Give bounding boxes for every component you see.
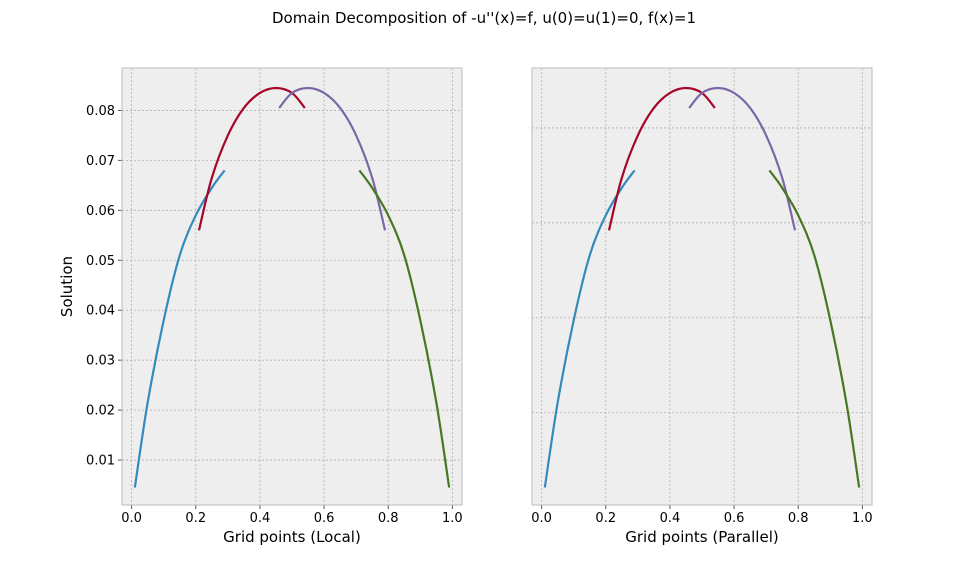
panel2-x-tick-label: 0.6 [724,511,745,526]
panel2-x-tick-label: 0.4 [660,511,681,526]
panel1-y-tick-label: 0.08 [86,104,115,119]
panel2-x-tick-label: 0.8 [788,511,809,526]
panel1-series-line-3 [278,86,387,231]
figure-title: Domain Decomposition of -u''(x)=f, u(0)=… [272,9,696,27]
panel1-y-tick-label: 0.02 [86,404,115,419]
panel1-x-tick-label: 0.4 [250,511,271,526]
panel2-series-line-3 [688,86,797,231]
panel1-y-tick-label: 0.05 [86,254,115,269]
panel1-y-tick-label: 0.06 [86,204,115,219]
panel2-series-line-2 [607,86,716,231]
panel2-series-line-1 [543,169,636,488]
panel1-series-line-1 [133,169,226,488]
panel1-series-line-4 [358,169,451,488]
panel1-x-axis-label: Grid points (Local) [223,528,361,546]
panel1-series-line-2 [197,86,306,231]
panel2-x-tick-label: 0.0 [531,511,552,526]
panel2-x-tick-label: 0.2 [595,511,616,526]
panel2-x-axis-label: Grid points (Parallel) [625,528,778,546]
panel1-y-tick-label: 0.01 [86,454,115,469]
panel2-x-tick-label: 1.0 [852,511,873,526]
panel1-plot-area [122,68,462,505]
panel1-y-axis-label: Solution [58,256,76,317]
panel1-x-tick-label: 1.0 [442,511,463,526]
panel1-x-tick-label: 0.8 [378,511,399,526]
panel1-axes-frame [121,67,463,506]
panel1-x-tick-label: 0.0 [121,511,142,526]
panel2-axes-frame [531,67,873,506]
panel1-y-tick-label: 0.07 [86,154,115,169]
panel1-x-tick-label: 0.6 [314,511,335,526]
panel1-y-tick-label: 0.03 [86,354,115,369]
panel2-plot-area [532,68,872,505]
panel1-x-tick-label: 0.2 [185,511,206,526]
panel1-y-tick-label: 0.04 [86,304,115,319]
panel2-series-line-4 [768,169,861,488]
